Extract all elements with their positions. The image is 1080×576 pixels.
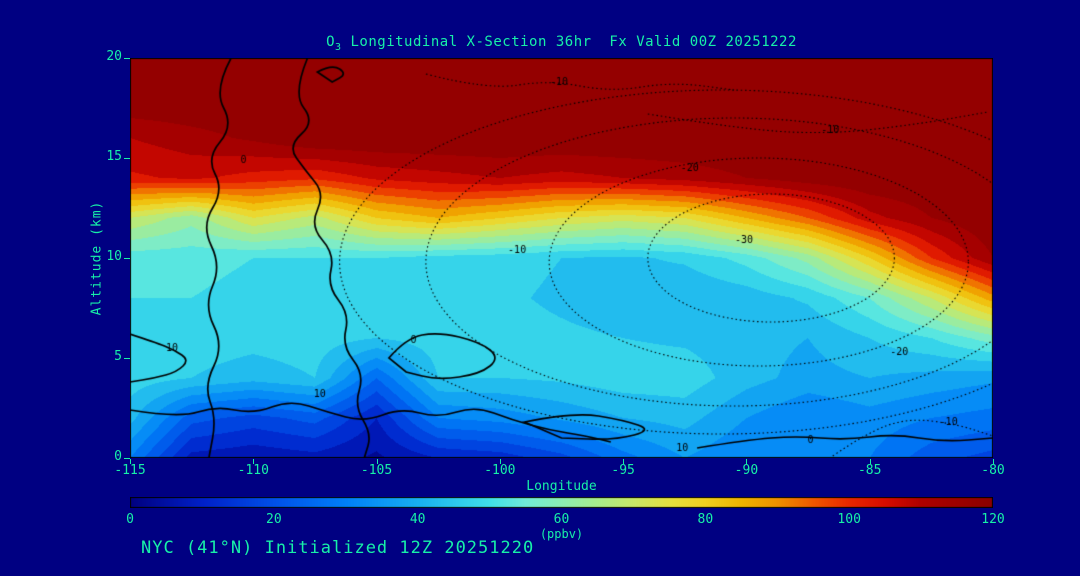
x-tick-label: -95 — [611, 463, 635, 478]
colorbar-tick-label: 0 — [126, 512, 134, 527]
colorbar-tick-label: 120 — [981, 512, 1005, 527]
colorbar-unit-label: (ppbv) — [539, 527, 584, 541]
chart-title: O3 Longitudinal X-Section 36hr Fx Valid … — [130, 34, 993, 53]
y-tick-mark — [124, 358, 130, 359]
y-tick-label: 15 — [106, 149, 122, 164]
x-tick-label: -85 — [857, 463, 882, 478]
x-tick-mark — [130, 459, 131, 464]
x-tick-mark — [376, 459, 378, 464]
y-tick-label: 5 — [114, 349, 122, 364]
chart-title-species: O — [326, 34, 336, 50]
y-tick-mark — [124, 58, 130, 59]
x-tick-mark — [623, 459, 625, 464]
y-tick-label: 0 — [114, 449, 122, 464]
x-tick-label: -115 — [114, 463, 146, 478]
colorbar-tick-label: 40 — [409, 512, 426, 527]
contour-plot-canvas — [130, 58, 993, 458]
y-tick-mark — [124, 458, 130, 459]
y-tick-label: 20 — [106, 49, 122, 64]
x-tick-mark — [746, 459, 748, 464]
y-tick-mark — [124, 158, 130, 159]
y-tick-label: 10 — [106, 249, 122, 264]
x-axis-label: Longitude — [526, 479, 597, 494]
chart-title-species-subscript: 3 — [335, 41, 342, 53]
chart-title-text: Longitudinal X-Section 36hr Fx Valid 00Z… — [341, 34, 797, 50]
x-tick-label: -90 — [734, 463, 759, 478]
x-tick-label: -80 — [981, 463, 1005, 478]
run-info-text: NYC (41°N) Initialized 12Z 20251220 — [141, 538, 535, 558]
colorbar-tick-label: 60 — [553, 512, 570, 527]
y-tick-mark — [124, 258, 130, 259]
colorbar-tick-label: 100 — [837, 512, 861, 527]
x-tick-mark — [869, 459, 871, 464]
colorbar-tick-label: 80 — [697, 512, 714, 527]
x-tick-mark — [499, 459, 501, 464]
x-tick-label: -100 — [484, 463, 516, 478]
x-tick-mark — [253, 459, 255, 464]
colorbar-tick-label: 20 — [266, 512, 282, 527]
x-tick-label: -105 — [360, 463, 393, 478]
colorbar — [130, 497, 993, 508]
x-tick-label: -110 — [237, 463, 269, 478]
x-tick-mark — [993, 459, 994, 464]
